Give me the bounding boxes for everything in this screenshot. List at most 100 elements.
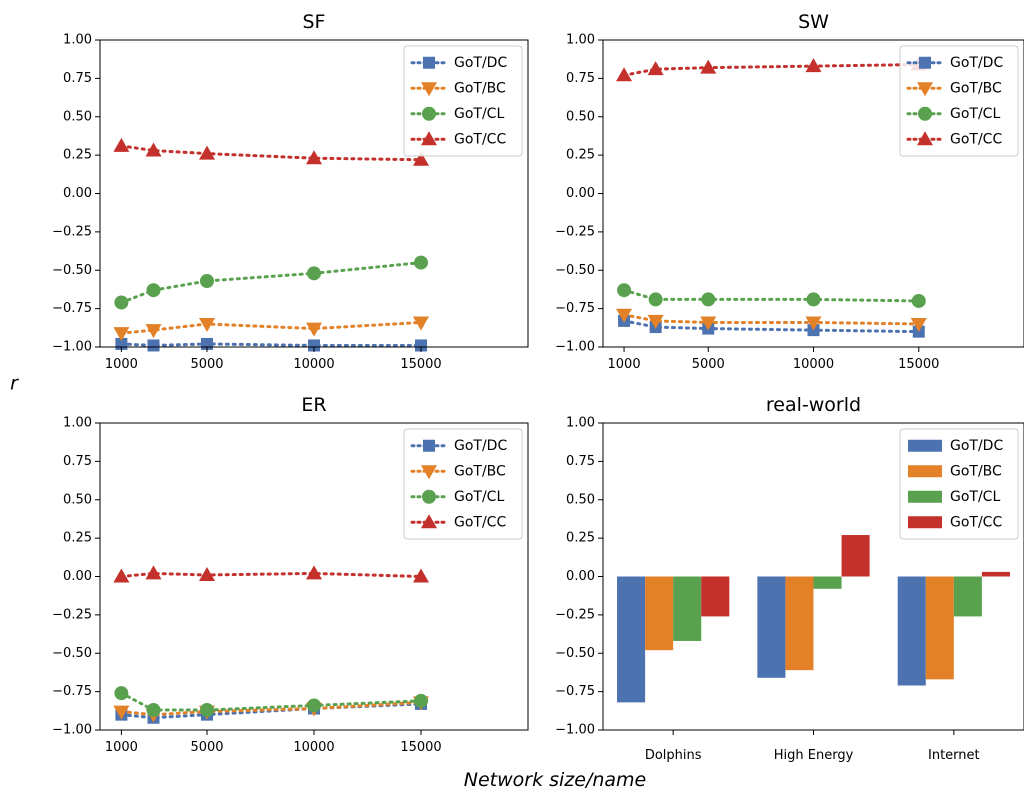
- data-point: [806, 292, 821, 307]
- series-GoT-DC: [115, 337, 427, 352]
- y-tick-label: 0.25: [63, 148, 92, 163]
- y-tick-label: 0.50: [63, 492, 92, 507]
- y-tick-label: 0.50: [63, 109, 92, 124]
- data-point: [647, 61, 664, 76]
- y-tick-label: 0.25: [566, 531, 595, 546]
- legend-item: GoT/CC: [908, 514, 1002, 530]
- chart-title: real-world: [766, 394, 861, 416]
- legend-label: GoT/DC: [454, 438, 507, 454]
- data-point: [413, 568, 429, 583]
- y-tick-label: −0.75: [52, 684, 92, 699]
- x-tick-label: High Energy: [774, 748, 854, 763]
- y-tick-label: 0.50: [566, 109, 595, 124]
- y-tick-label: 0.00: [63, 569, 92, 584]
- y-tick-label: −0.75: [555, 684, 595, 699]
- data-point: [647, 314, 664, 329]
- y-tick-label: 0.00: [566, 569, 595, 584]
- legend-frame: [403, 428, 523, 540]
- data-point: [805, 316, 822, 331]
- legend: GoT/DC GoT/BC GoT/CL GoT/CC: [403, 428, 523, 540]
- y-tick-label: 1.00: [566, 33, 595, 48]
- legend-label: GoT/CL: [454, 489, 504, 505]
- legend-label: GoT/BC: [950, 80, 1002, 96]
- legend-swatch: [908, 439, 942, 452]
- legend-marker: [422, 489, 436, 504]
- data-point: [113, 568, 130, 583]
- series-line: [622, 63, 921, 77]
- data-point: [146, 703, 161, 718]
- data-point: [145, 565, 162, 580]
- chart-panel-3: ER 1000 5000 10000 15000 1.00 0.75 0.50 0.25 0.00…: [52, 394, 529, 755]
- chart-panel-2: SW 1000 5000 10000 15000 1.00 0.75 0.50 0.25 0.00…: [555, 11, 1024, 372]
- bar-cl: [953, 576, 982, 617]
- chart-panel-1: SF 1000 5000 10000 15000 1.00 0.75 0.50 0.25 0.00…: [52, 11, 529, 372]
- legend-item: GoT/BC: [410, 80, 506, 97]
- data-point: [910, 317, 927, 332]
- chart-title: SW: [798, 11, 829, 33]
- legend-frame: [899, 45, 1019, 157]
- series-line: [119, 261, 423, 304]
- bar-cc: [981, 571, 1010, 577]
- data-point: [617, 283, 632, 298]
- legend-label: GoT/DC: [950, 438, 1003, 454]
- legend-item: GoT/CC: [410, 131, 506, 147]
- y-tick-label: 0.25: [63, 531, 92, 546]
- chart-panel-4: real-world Dolphins High Energy Internet 1.0…: [555, 394, 1024, 763]
- y-tick-label: −0.75: [555, 301, 595, 316]
- y-tick-label: −1.00: [52, 340, 92, 355]
- chart-title: ER: [301, 394, 326, 416]
- legend-item: GoT/CL: [410, 106, 504, 122]
- legend-label: GoT/CL: [950, 106, 1000, 122]
- legend-item: GoT/DC: [410, 55, 507, 71]
- y-tick-label: 1.00: [63, 416, 92, 431]
- x-tick-label: Internet: [928, 748, 980, 763]
- y-tick-label: 0.25: [566, 148, 595, 163]
- y-tick-label: −0.50: [52, 646, 92, 661]
- data-point: [199, 566, 215, 581]
- bar-cc: [841, 535, 870, 577]
- y-tick-label: −0.75: [52, 301, 92, 316]
- data-point: [200, 703, 214, 718]
- series-line: [119, 571, 423, 578]
- bar-dc: [617, 576, 646, 703]
- legend-item: GoT/CL: [908, 489, 1000, 505]
- bar-cl: [673, 576, 702, 641]
- y-tick-label: 0.75: [566, 71, 595, 86]
- legend-marker: [421, 131, 437, 146]
- y-tick-label: −0.50: [52, 263, 92, 278]
- bar-bc: [925, 576, 954, 680]
- y-tick-label: 0.50: [566, 492, 595, 507]
- legend-marker: [917, 131, 933, 146]
- data-point: [414, 693, 428, 708]
- chart-title: SF: [303, 11, 326, 33]
- series-GoT-CL: [114, 686, 428, 718]
- x-tick-label: 15000: [400, 740, 441, 755]
- series-line: [119, 320, 423, 335]
- legend-marker: [421, 82, 437, 97]
- data-point: [306, 565, 322, 580]
- data-point: [146, 283, 161, 298]
- x-tick-label: 15000: [400, 357, 441, 372]
- legend-item: GoT/DC: [410, 438, 507, 454]
- data-point: [113, 705, 130, 720]
- series-GoT-BC: [113, 316, 429, 342]
- y-tick-label: 0.00: [63, 186, 92, 201]
- legend-marker: [421, 514, 437, 529]
- series-GoT-CL: [114, 255, 428, 310]
- legend-swatch: [908, 465, 942, 478]
- series-GoT-CC: [113, 565, 429, 583]
- bar-cl: [813, 576, 842, 589]
- x-tick-label: Dolphins: [645, 748, 702, 763]
- y-tick-label: −0.25: [52, 607, 92, 622]
- legend-swatch: [908, 490, 942, 503]
- y-tick-label: −1.00: [555, 723, 595, 738]
- bar-dc: [757, 576, 786, 678]
- data-point: [700, 59, 717, 74]
- data-point: [307, 266, 321, 281]
- series-line: [119, 144, 423, 162]
- data-point: [648, 292, 663, 307]
- data-point: [911, 293, 926, 308]
- data-point: [199, 145, 215, 160]
- legend-label: GoT/BC: [454, 463, 506, 479]
